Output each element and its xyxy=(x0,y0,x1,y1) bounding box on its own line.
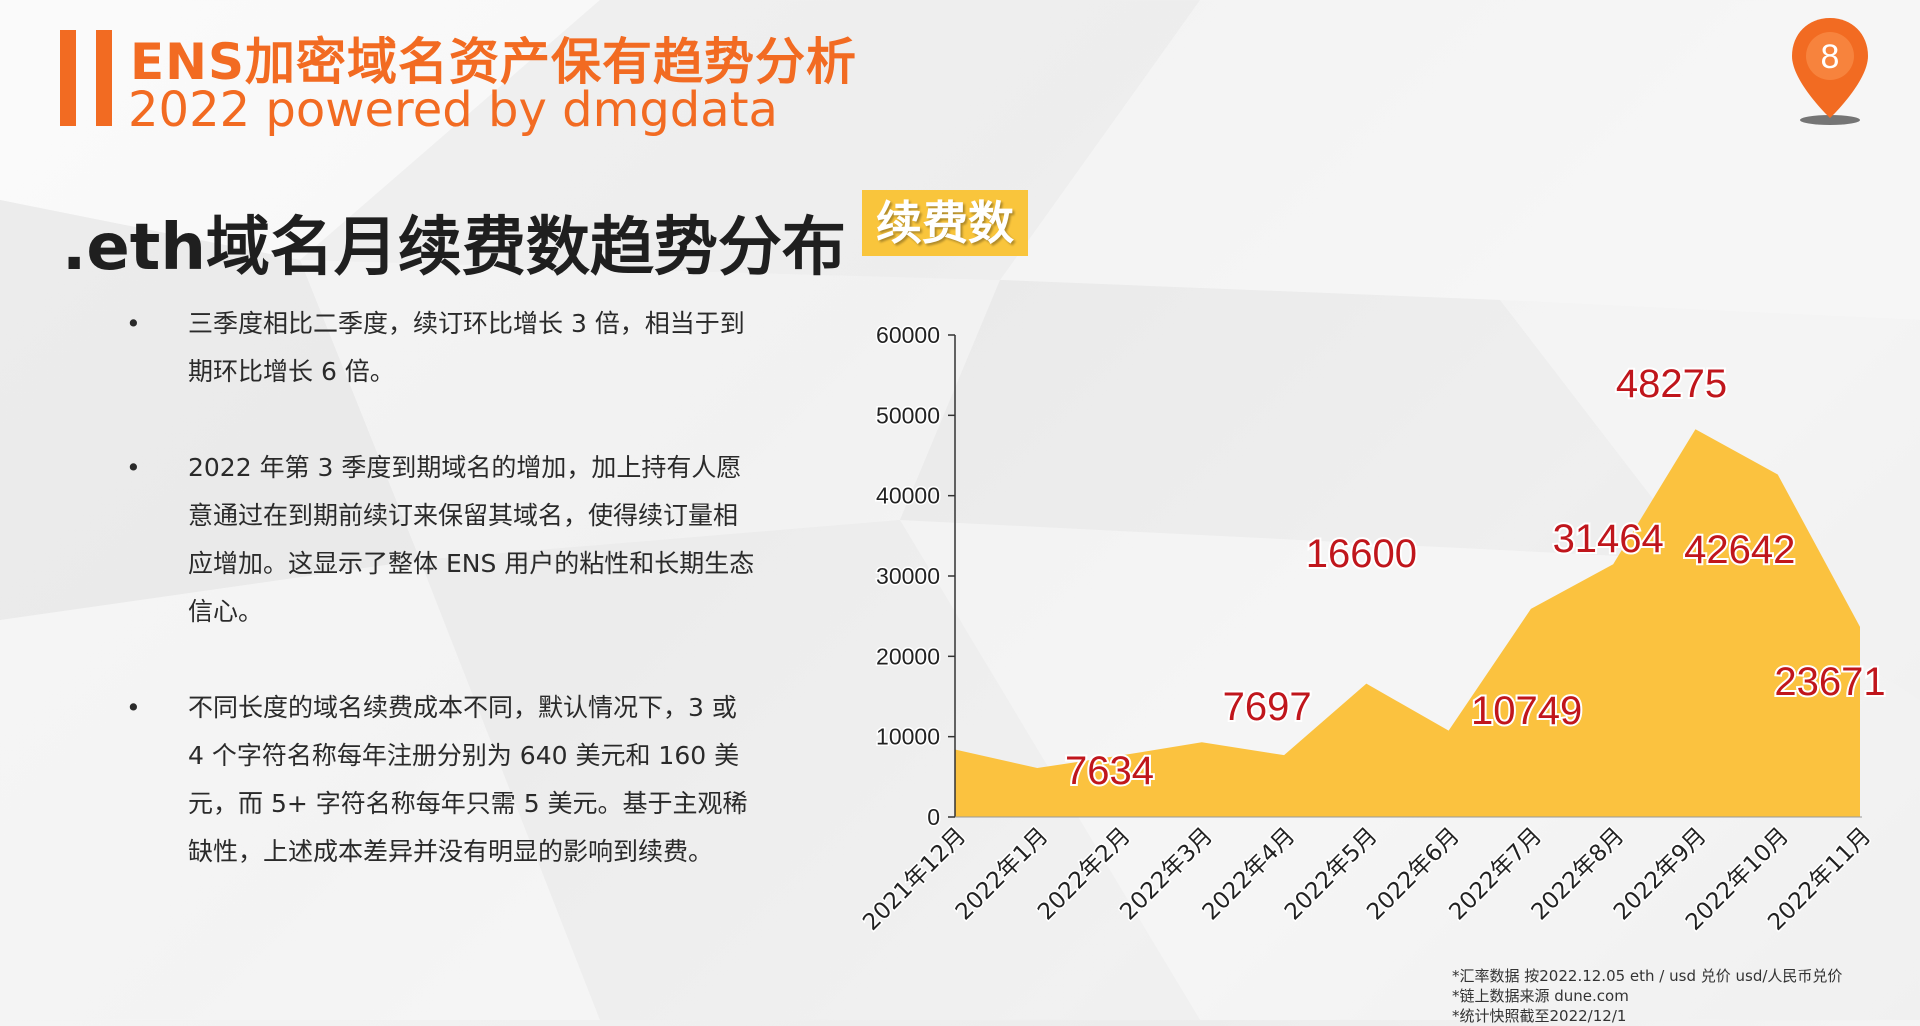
bullet-item: • 不同长度的域名续费成本不同，默认情况下，3 或 4 个字符名称每年注册分别为… xyxy=(120,684,760,876)
y-tick-label: 30000 xyxy=(876,563,940,589)
page-number: 8 xyxy=(1821,38,1840,76)
x-tick-label: 2021年12月 xyxy=(860,823,971,936)
data-label: 48275 xyxy=(1616,362,1727,406)
y-tick-label: 10000 xyxy=(876,724,940,750)
footnote: *链上数据来源 dune.com xyxy=(1452,987,1629,1005)
chart-tag: 续费数 xyxy=(862,190,1028,256)
bullet-item: • 2022 年第 3 季度到期域名的增加，加上持有人愿意通过在到期前续订来保留… xyxy=(120,444,760,636)
data-label: 16600 xyxy=(1306,532,1417,576)
map-pin-icon: 8 xyxy=(1792,18,1868,125)
y-tick-label: 50000 xyxy=(876,402,940,428)
bullet-dot: • xyxy=(126,309,141,338)
bullet-dot: • xyxy=(126,693,141,722)
y-tick-label: 40000 xyxy=(876,483,940,509)
data-label: 10749 xyxy=(1471,689,1582,733)
title-accent-bar xyxy=(60,30,76,126)
footnotes: *汇率数据 按2022.12.05 eth / usd 兑价 usd/人民币兑价… xyxy=(1452,966,1842,1026)
bullet-item: • 三季度相比二季度，续订环比增长 3 倍，相当于到期环比增长 6 倍。 xyxy=(120,300,760,396)
data-label: 7634 xyxy=(1065,749,1154,793)
data-label: 7697 xyxy=(1223,685,1312,729)
footnote: *统计快照截至2022/12/1 xyxy=(1452,1007,1627,1025)
data-label: 42642 xyxy=(1684,528,1795,572)
slide-subtitle: 2022 powered by dmgdata xyxy=(128,82,778,138)
data-label: 31464 xyxy=(1553,517,1664,561)
renewal-area-chart: 0 10000 20000 30000 40000 50000 60000 2021年12月 2… xyxy=(860,321,1888,938)
slide-title: ENS加密域名资产保有趋势分析 xyxy=(130,33,858,91)
y-tick-label: 60000 xyxy=(876,322,940,348)
section-title: .eth域名月续费数趋势分布 xyxy=(62,211,846,285)
bullet-text: 不同长度的域名续费成本不同，默认情况下，3 或 4 个字符名称每年注册分别为 6… xyxy=(188,693,748,866)
bullet-text: 2022 年第 3 季度到期域名的增加，加上持有人愿意通过在到期前续订来保留其域… xyxy=(188,453,755,626)
area-series xyxy=(955,429,1860,817)
y-tick-label: 0 xyxy=(927,804,940,830)
bullet-dot: • xyxy=(126,453,141,482)
title-accent-bar xyxy=(96,30,112,126)
footnote: *汇率数据 按2022.12.05 eth / usd 兑价 usd/人民币兑价 xyxy=(1452,967,1843,985)
data-label: 23671 xyxy=(1774,660,1885,704)
bullet-text: 三季度相比二季度，续订环比增长 3 倍，相当于到期环比增长 6 倍。 xyxy=(188,309,745,386)
y-tick-label: 20000 xyxy=(876,643,940,669)
bullet-list: • 三季度相比二季度，续订环比增长 3 倍，相当于到期环比增长 6 倍。 • 2… xyxy=(120,300,760,924)
